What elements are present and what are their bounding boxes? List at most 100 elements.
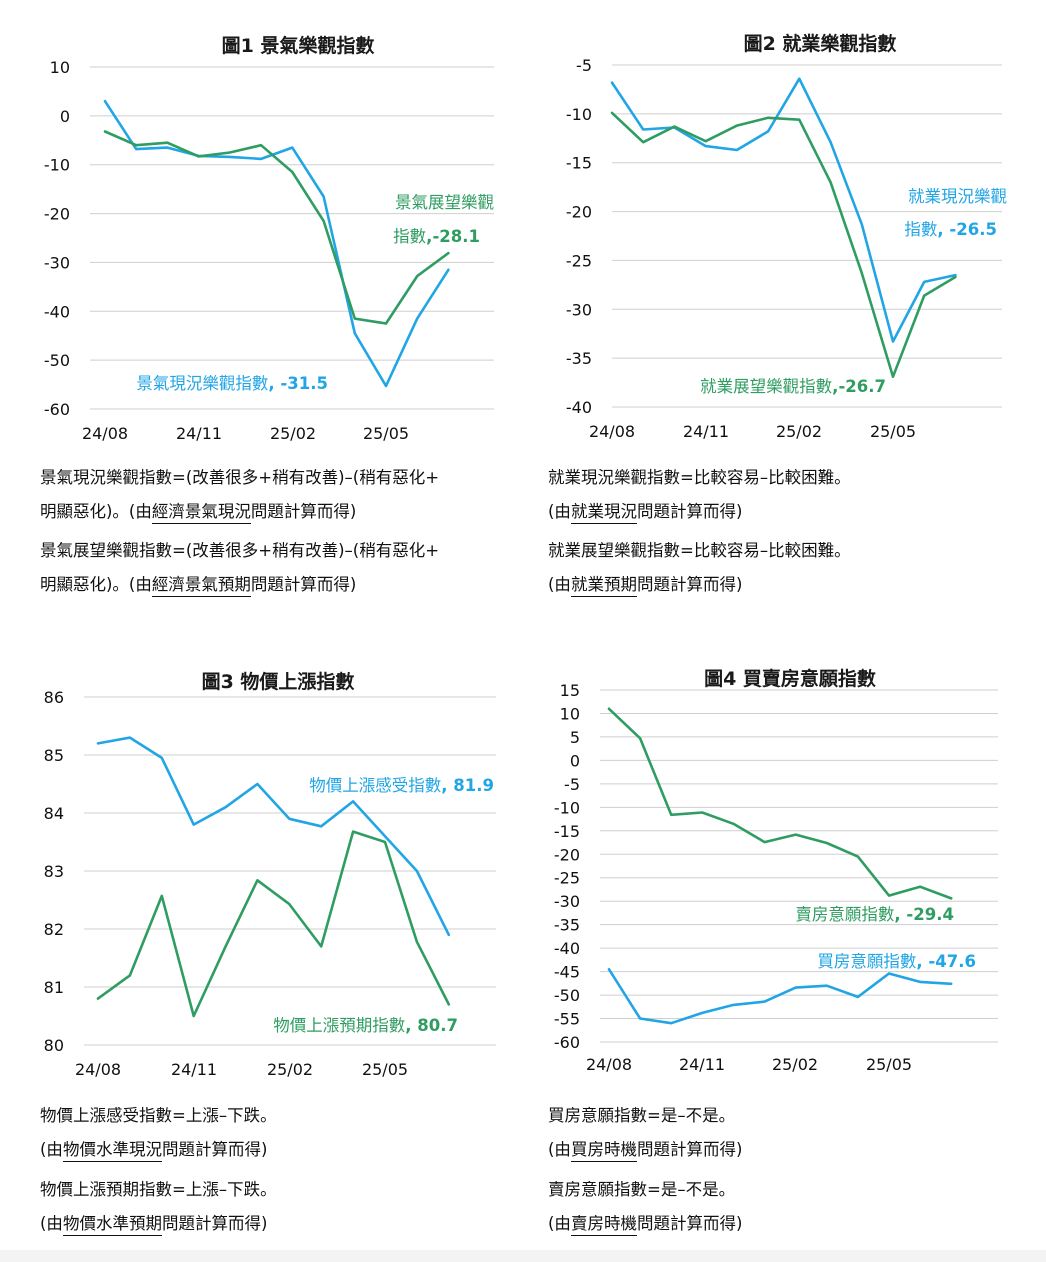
y-tick-label: 85 xyxy=(44,746,64,765)
note-post: 問題計算而得) xyxy=(161,1214,268,1233)
chart-3: 圖3 物價上漲指數 86 85 84 83 82 81 80 24/08 24/11 25/02 25… xyxy=(44,670,496,1079)
series-label: 物價上漲預期指數, 80.7 xyxy=(273,1016,458,1035)
note-line-2: (由賣房時機問題計算而得) xyxy=(548,1207,742,1241)
note-line-2: 明顯惡化)。(由經濟景氣預期問題計算而得) xyxy=(40,568,439,602)
note-post: 問題計算而得) xyxy=(161,1140,268,1159)
series-label: 景氣展望樂觀 xyxy=(395,193,494,212)
note-post: 問題計算而得) xyxy=(636,1214,743,1233)
y-tick-label: -60 xyxy=(44,400,70,419)
series-label: 買房意願指數, -47.6 xyxy=(817,952,976,971)
series-label: 物價上漲感受指數, 81.9 xyxy=(309,776,494,795)
y-tick-label: 82 xyxy=(44,920,64,939)
note-pre: (由 xyxy=(40,1214,63,1233)
note-chart3-expected: 物價上漲預期指數=上漲–下跌。 (由物價水準預期問題計算而得) xyxy=(40,1173,277,1241)
series-label: 賣房意願指數, -29.4 xyxy=(795,905,954,924)
note-line-2: (由買房時機問題計算而得) xyxy=(548,1133,742,1167)
note-chart2-current: 就業現況樂觀指數=比較容易–比較困難。 (由就業現況問題計算而得) xyxy=(548,461,851,529)
chart-2-panel: 圖2 就業樂觀指數 -5 -10 -15 -20 -25 -30 -35 -40 24/08 24/… xyxy=(520,0,1046,450)
note-pre: (由 xyxy=(548,502,571,521)
x-tick-label: 25/05 xyxy=(363,424,409,443)
note-pre: (由 xyxy=(548,1214,571,1233)
note-underlined: 買房時機 xyxy=(570,1140,637,1162)
note-post: 問題計算而得) xyxy=(250,502,357,521)
y-tick-label: -10 xyxy=(554,798,580,817)
note-line-1: 就業現況樂觀指數=比較容易–比較困難。 xyxy=(548,468,851,487)
y-tick-label: -40 xyxy=(44,302,70,321)
series-label: 指數,-28.1 xyxy=(393,227,480,246)
x-tick-label: 25/02 xyxy=(270,424,316,443)
x-tick-label: 25/02 xyxy=(772,1055,818,1074)
note-chart4-sell: 賣房意願指數=是–不是。 (由賣房時機問題計算而得) xyxy=(548,1173,742,1241)
series-label: 就業展望樂觀指數,-26.7 xyxy=(700,377,886,396)
y-tick-label: -20 xyxy=(566,203,592,222)
x-tick-label: 25/02 xyxy=(776,422,822,441)
series-line-green xyxy=(96,830,451,1018)
note-underlined: 經濟景氣現況 xyxy=(151,502,251,524)
y-tick-label: -10 xyxy=(44,156,70,175)
series-line-blue xyxy=(607,967,953,1025)
note-post: 問題計算而得) xyxy=(636,575,743,594)
note-post: 問題計算而得) xyxy=(636,1140,743,1159)
y-tick-label: -25 xyxy=(554,869,580,888)
y-tick-label: 80 xyxy=(44,1036,64,1055)
y-tick-label: 0 xyxy=(60,107,70,126)
y-tick-label: -50 xyxy=(554,986,580,1005)
x-tick-label: 24/11 xyxy=(171,1060,217,1079)
note-line-2: (由物價水準預期問題計算而得) xyxy=(40,1207,277,1241)
note-underlined: 就業預期 xyxy=(570,575,637,597)
series-line-green xyxy=(610,111,957,379)
note-pre: 明顯惡化)。(由 xyxy=(40,502,152,521)
y-tick-label: 86 xyxy=(44,688,64,707)
y-tick-label: 83 xyxy=(44,862,64,881)
y-tick-label: 10 xyxy=(560,704,580,723)
y-tick-label: -25 xyxy=(566,251,592,270)
x-tick-label: 25/05 xyxy=(866,1055,912,1074)
y-tick-label: -30 xyxy=(44,253,70,272)
chart-4-panel: 圖4 買賣房意願指數 15 10 5 0 -5 -10 -15 -20 -25 -30 -35 -40 -… xyxy=(520,640,1046,1090)
x-tick-label: 25/02 xyxy=(267,1060,313,1079)
y-tick-label: -40 xyxy=(554,939,580,958)
y-tick-label: -35 xyxy=(554,916,580,935)
y-tick-label: 5 xyxy=(570,728,580,747)
note-line-2: (由就業現況問題計算而得) xyxy=(548,495,851,529)
series-line-blue xyxy=(96,736,451,937)
note-chart3-perceived: 物價上漲感受指數=上漲–下跌。 (由物價水準現況問題計算而得) xyxy=(40,1099,277,1167)
note-line-1: 物價上漲預期指數=上漲–下跌。 xyxy=(40,1180,277,1199)
note-post: 問題計算而得) xyxy=(250,575,357,594)
note-chart1-current: 景氣現況樂觀指數=(改善很多+稍有改善)–(稍有惡化+ 明顯惡化)。(由經濟景氣… xyxy=(40,461,439,529)
x-tick-label: 24/08 xyxy=(586,1055,632,1074)
note-line-1: 物價上漲感受指數=上漲–下跌。 xyxy=(40,1106,277,1125)
y-tick-label: -10 xyxy=(566,105,592,124)
note-line-1: 就業展望樂觀指數=比較容易–比較困難。 xyxy=(548,541,851,560)
x-tick-label: 24/11 xyxy=(683,422,729,441)
chart-title: 圖3 物價上漲指數 xyxy=(202,670,355,693)
note-line-2: 明顯惡化)。(由經濟景氣現況問題計算而得) xyxy=(40,495,439,529)
chart-title: 圖2 就業樂觀指數 xyxy=(744,32,897,55)
note-post: 問題計算而得) xyxy=(636,502,743,521)
note-underlined: 就業現況 xyxy=(570,502,637,524)
note-line-1: 賣房意願指數=是–不是。 xyxy=(548,1180,736,1199)
y-tick-label: -30 xyxy=(566,300,592,319)
chart-3-panel: 圖3 物價上漲指數 86 85 84 83 82 81 80 24/08 24/11 25/02 25… xyxy=(0,640,520,1090)
note-underlined: 經濟景氣預期 xyxy=(151,575,251,597)
y-tick-label: 0 xyxy=(570,751,580,770)
note-line-2: (由物價水準現況問題計算而得) xyxy=(40,1133,277,1167)
note-chart1-outlook: 景氣展望樂觀指數=(改善很多+稍有改善)–(稍有惡化+ 明顯惡化)。(由經濟景氣… xyxy=(40,534,439,602)
y-tick-label: 81 xyxy=(44,978,64,997)
y-tick-label: -15 xyxy=(554,822,580,841)
chart-1: 圖1 景氣樂觀指數 10 0 -10 -20 -30 -40 -50 -60 24/08 24/11… xyxy=(44,34,494,443)
series-label: 景氣現況樂觀指數, -31.5 xyxy=(136,374,328,393)
note-underlined: 賣房時機 xyxy=(570,1214,637,1236)
x-tick-label: 24/11 xyxy=(679,1055,725,1074)
y-tick-label: -30 xyxy=(554,892,580,911)
y-tick-label: -20 xyxy=(44,205,70,224)
chart-title: 圖4 買賣房意願指數 xyxy=(704,667,876,690)
y-tick-label: -20 xyxy=(554,845,580,864)
note-line-1: 景氣現況樂觀指數=(改善很多+稍有改善)–(稍有惡化+ xyxy=(40,468,440,487)
chart-4: 圖4 買賣房意願指數 15 10 5 0 -5 -10 -15 -20 -25 -30 -35 -40 -… xyxy=(554,667,998,1074)
chart-1-panel: 圖1 景氣樂觀指數 10 0 -10 -20 -30 -40 -50 -60 24/08 24/11… xyxy=(0,0,520,450)
note-line-2: (由就業預期問題計算而得) xyxy=(548,568,851,602)
y-tick-label: -50 xyxy=(44,351,70,370)
chart-title: 圖1 景氣樂觀指數 xyxy=(222,34,375,57)
note-line-1: 買房意願指數=是–不是。 xyxy=(548,1106,736,1125)
